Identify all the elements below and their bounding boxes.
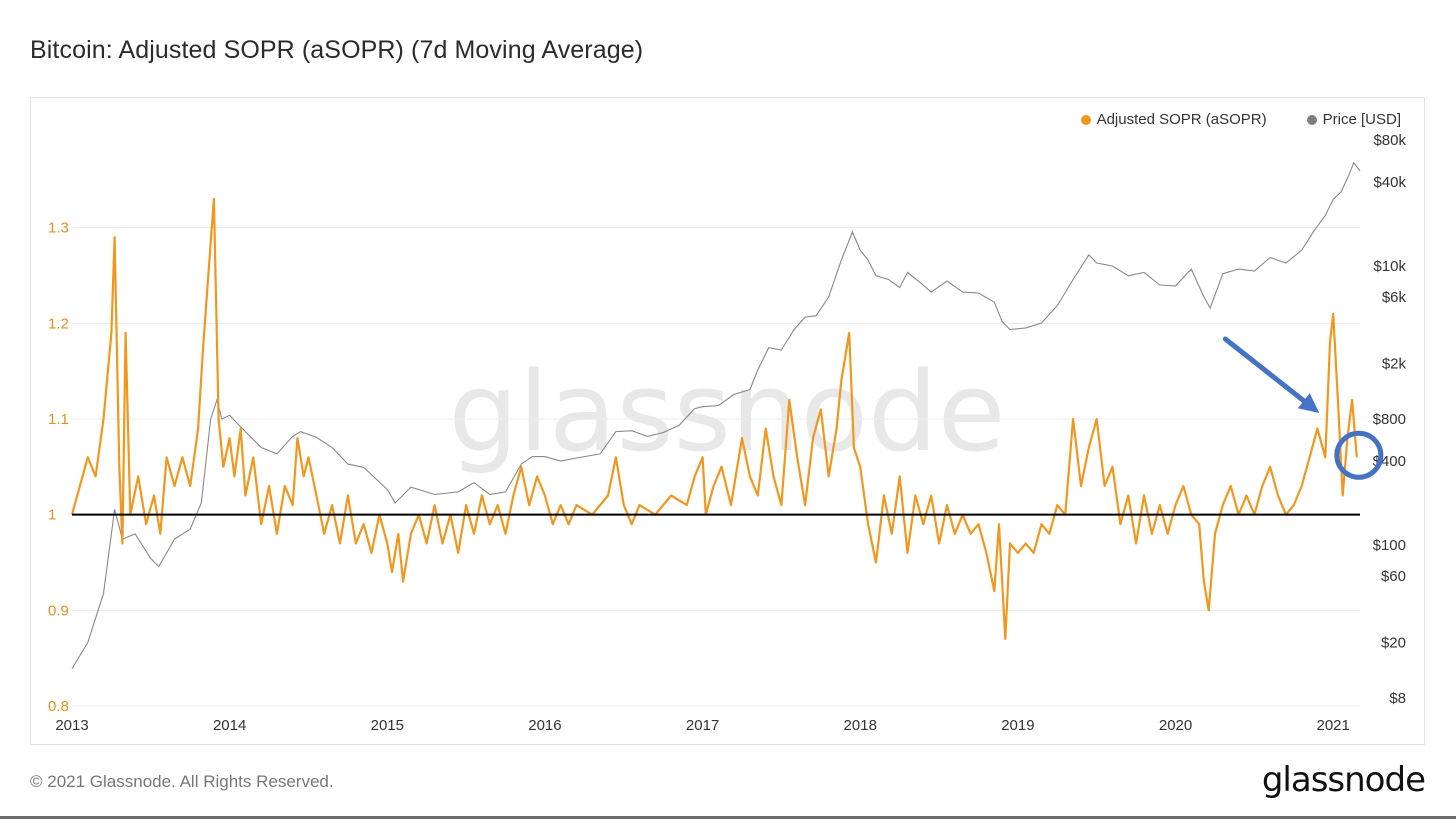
legend-dot-asopr (1080, 114, 1091, 125)
annotation-arrow-shaft (1222, 336, 1308, 405)
right-tick-label: $80k (1373, 132, 1406, 149)
right-tick-label: $60 (1381, 568, 1406, 585)
price-series-line (71, 161, 1361, 669)
left-tick-label: 0.8 (48, 698, 69, 715)
x-tick-label: 2016 (528, 717, 561, 734)
watermark: glassnode (449, 348, 1006, 476)
right-tick-label: $40k (1373, 174, 1406, 191)
footer-logo[interactable]: glassnode (1261, 760, 1426, 800)
annotation-circle (1334, 430, 1384, 480)
right-tick-label: $6k (1382, 289, 1407, 306)
x-tick-label: 2014 (213, 717, 246, 734)
left-tick-label: 1.1 (48, 411, 69, 428)
x-tick-label: 2018 (844, 717, 877, 734)
left-tick-label: 0.9 (48, 602, 69, 619)
x-tick-label: 2013 (55, 717, 88, 734)
x-tick-label: 2020 (1159, 717, 1192, 734)
chart-frame (30, 97, 1425, 745)
x-tick-label: 2015 (371, 717, 404, 734)
left-tick-label: 1.2 (48, 315, 69, 332)
right-tick-label: $10k (1373, 258, 1406, 275)
legend-label-asopr: Adjusted SOPR (aSOPR) (1096, 111, 1267, 128)
footer-copyright: © 2021 Glassnode. All Rights Reserved. (30, 772, 334, 791)
annotations (1222, 336, 1384, 480)
x-tick-label: 2021 (1317, 717, 1350, 734)
legend-label-price: Price [USD] (1322, 111, 1401, 128)
annotation-arrow-head (1297, 393, 1320, 413)
right-tick-label: $800 (1373, 411, 1406, 428)
x-tick-label: 2017 (686, 717, 719, 734)
chart-title: Bitcoin: Adjusted SOPR (aSOPR) (7d Movin… (30, 36, 644, 64)
right-axis: $8$20$60$100$400$800$2k$6k$10k$40k$80k (1373, 132, 1407, 707)
left-tick-label: 1.3 (48, 220, 69, 237)
left-axis: 0.8 0.9 1 1.1 1.2 1.3 (48, 220, 69, 715)
x-axis: 2013 2014 2015 2016 2017 2018 2019 2020 2021 (55, 717, 1350, 734)
legend-item-asopr[interactable]: Adjusted SOPR (aSOPR) (1080, 111, 1267, 128)
right-tick-label: $100 (1373, 537, 1406, 554)
x-tick-label: 2019 (1001, 717, 1034, 734)
legend: Adjusted SOPR (aSOPR) Price [USD] (1080, 111, 1401, 128)
legend-dot-price (1306, 114, 1317, 125)
bottom-rule (0, 816, 1456, 819)
right-tick-label: $20 (1381, 634, 1406, 651)
right-tick-label: $2k (1382, 355, 1407, 372)
right-tick-label: $8 (1389, 690, 1406, 707)
legend-item-price[interactable]: Price [USD] (1306, 111, 1401, 128)
left-tick-label: 1 (48, 507, 56, 524)
